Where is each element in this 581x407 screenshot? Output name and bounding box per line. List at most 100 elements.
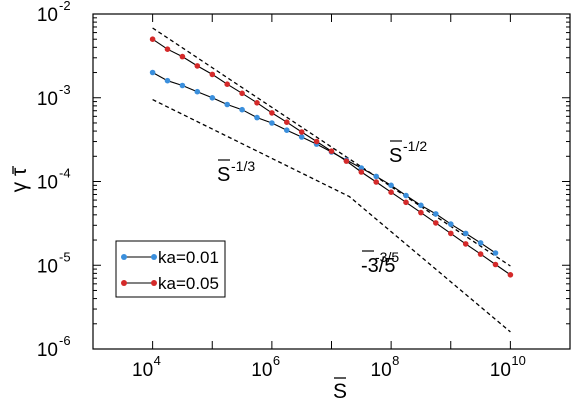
y-tick-label-exp: -5 [59, 249, 71, 264]
guide-label-threefifths-base: -3/5 [361, 255, 395, 277]
legend-label-ka001: ka=0.01 [158, 248, 219, 267]
guide-label-threefifths: -3/5 -3/5 [361, 249, 399, 277]
legend-item-ka001: ka=0.01 [121, 248, 219, 267]
y-tick-label: 10 -3 [37, 82, 71, 110]
data-point-series-0 [194, 88, 201, 95]
guide-label-half: S -1/2 [389, 138, 427, 167]
x-tick-label-base: 10 [251, 360, 272, 381]
x-tick-label-exp: 10 [511, 353, 525, 368]
data-point-series-1 [284, 119, 290, 125]
y-tick-label-base: 10 [37, 256, 58, 277]
legend-label-ka005: ka=0.05 [158, 274, 219, 293]
data-point-series-1 [492, 261, 499, 268]
data-point-series-0 [254, 114, 260, 121]
data-point-series-1 [149, 36, 156, 42]
data-point-series-1 [418, 209, 424, 216]
data-point-series-1 [388, 189, 394, 195]
y-tick-label: 10 -5 [37, 249, 71, 277]
data-point-series-1 [298, 129, 305, 135]
x-tick-label: 10 6 [251, 353, 280, 381]
data-point-series-1 [433, 220, 439, 226]
x-axis-label-text: S [333, 380, 347, 403]
data-point-series-0 [149, 69, 156, 76]
data-point-series-1 [403, 199, 409, 206]
data-point-series-0 [403, 192, 409, 199]
x-tick-label: 10 10 [490, 353, 526, 381]
y-tick-label-exp: -3 [59, 82, 71, 97]
data-point-series-0 [388, 182, 394, 189]
x-tick-label-base: 10 [490, 360, 511, 381]
y-tick-label: 10 -6 [37, 333, 71, 361]
data-point-series-0 [448, 221, 454, 227]
data-point-series-1 [448, 230, 454, 237]
guide-label-threefifths-exp: -3/5 [375, 249, 399, 265]
data-point-series-1 [358, 169, 365, 175]
data-point-series-0 [492, 250, 499, 256]
guide-label-half-base: S [389, 145, 402, 167]
y-axis-label: γ τ [8, 166, 31, 192]
series-group [149, 36, 514, 278]
x-tick-labels: 10 4 10 6 10 8 10 10 [132, 353, 526, 381]
x-tick-label-exp: 8 [392, 353, 399, 368]
x-tick-label-base: 10 [371, 360, 392, 381]
data-point-series-1 [269, 110, 275, 116]
guide-label-third: S -1/3 [217, 158, 255, 186]
x-tick-label-base: 10 [132, 360, 153, 381]
data-point-series-1 [507, 272, 514, 278]
x-tick-label: 10 4 [132, 353, 161, 381]
data-point-series-1 [164, 46, 171, 52]
data-point-series-1 [328, 148, 335, 154]
legend-marker-ka001 [121, 254, 127, 260]
data-point-series-0 [433, 211, 439, 217]
guide-line-1 [152, 99, 511, 333]
data-point-series-1 [373, 179, 380, 185]
y-tick-label-base: 10 [37, 89, 58, 110]
y-tick-label: 10 -4 [37, 166, 71, 194]
data-point-series-0 [239, 106, 245, 113]
legend-box [115, 240, 226, 298]
data-point-series-1 [313, 138, 320, 145]
y-tick-label-base: 10 [37, 340, 58, 361]
data-point-series-0 [164, 77, 171, 84]
y-tick-label-base: 10 [37, 173, 58, 194]
axis-ticks [92, 13, 571, 350]
data-point-series-0 [373, 173, 380, 180]
data-point-series-0 [418, 202, 424, 209]
legend-item-ka005: ka=0.05 [121, 274, 219, 293]
y-tick-label-exp: -2 [59, 0, 71, 13]
series-line-0 [152, 72, 496, 254]
x-tick-label-exp: 6 [273, 353, 280, 368]
y-axis-label-text: γ τ [8, 167, 31, 192]
y-tick-label-exp: -6 [59, 333, 71, 348]
data-point-series-0 [462, 230, 469, 237]
guide-label-third-base: S [217, 164, 230, 186]
data-point-series-0 [224, 101, 230, 108]
data-point-series-0 [298, 134, 305, 140]
y-tick-label-base: 10 [37, 5, 58, 26]
data-point-series-1 [209, 71, 216, 78]
guide-line-0 [152, 27, 511, 267]
series-line-1 [152, 38, 511, 276]
data-point-series-1 [343, 158, 350, 164]
data-point-series-1 [477, 251, 484, 257]
data-point-series-1 [194, 63, 201, 69]
plot-frame [92, 13, 571, 350]
guide-label-third-exp: -1/3 [231, 158, 255, 174]
legend: ka=0.01 ka=0.05 [115, 240, 226, 298]
guide-label-half-exp: -1/2 [403, 138, 427, 154]
data-point-series-1 [179, 53, 186, 60]
data-point-series-0 [284, 127, 290, 133]
y-tick-label-exp: -4 [59, 166, 71, 181]
legend-marker-ka005 [121, 280, 127, 286]
y-tick-label: 10 -2 [37, 0, 71, 26]
x-tick-label: 10 8 [371, 353, 400, 381]
legend-marker-ka001-end [151, 254, 157, 260]
data-point-series-0 [269, 120, 275, 126]
data-point-series-0 [179, 82, 186, 89]
data-point-series-1 [239, 90, 245, 97]
x-axis-label: S [333, 377, 347, 403]
data-point-series-0 [209, 95, 216, 101]
legend-marker-ka005-end [151, 280, 157, 286]
data-point-series-0 [358, 165, 365, 171]
